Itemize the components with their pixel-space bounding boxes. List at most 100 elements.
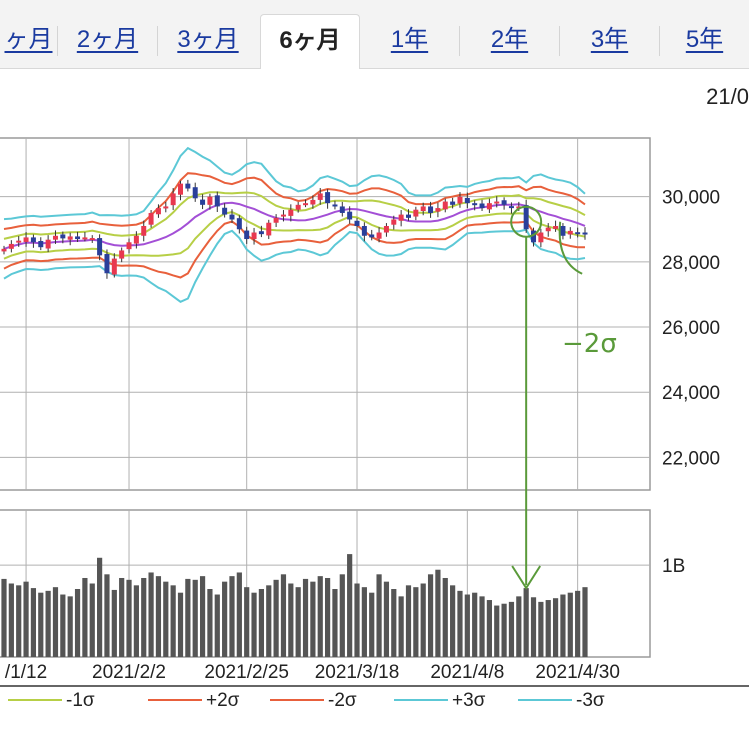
candle-body [104,254,110,274]
candle-body [60,234,66,239]
volume-bar [111,589,117,657]
volume-bar [369,592,375,657]
volume-bar [280,574,287,657]
period-tabbar: ヶ月 2ヶ月 3ヶ月 6ヶ月 1年 2年 3年 5年 [0,0,749,69]
volume-bar [405,585,412,657]
candle-body [163,206,169,209]
candle-body [531,230,537,243]
annotation-label: −2σ [562,329,617,359]
candle-body [501,200,507,205]
plus-1-sigma-line [3,191,586,240]
x-tick-label: 2021/2/25 [204,662,289,683]
legend-label: +2σ [206,690,240,711]
volume-bar [324,577,331,657]
volume-bar [420,583,426,657]
volume-bar [244,587,250,657]
candle-body [442,201,448,210]
candle-body [258,231,264,235]
volume-bar [317,576,323,657]
volume-bar [295,587,301,657]
candle-body [295,204,301,210]
volume-bar [89,583,95,657]
candle-body [391,219,397,225]
volume-bar [199,576,206,657]
tab-3-months[interactable]: 3ヶ月 [177,26,239,53]
candle-body [420,206,426,212]
tab-1-month[interactable]: ヶ月 [0,26,58,56]
volume-bar [354,583,360,657]
volume-bar [479,596,485,657]
legend-label: +3σ [452,690,486,711]
annotation-arrow-head [511,565,542,590]
candle-body [16,240,22,243]
volume-bar [23,581,29,657]
candle-body [575,232,581,235]
candle-body [317,193,323,200]
x-tick-label: 2021/4/30 [535,662,620,683]
candle-body [200,199,206,205]
candle-body [450,201,456,205]
volume-bar [457,590,463,657]
volume-bar [60,594,66,657]
candle-body [111,258,117,275]
x-tick-label: 2021/4/8 [430,662,504,683]
volume-bar [464,594,470,657]
candle-body [523,205,529,230]
candle-body [383,226,389,233]
volume-bar [516,596,522,657]
candle-body [273,217,279,223]
volume-bar [472,592,478,657]
candle-body [89,238,95,241]
candle-body [560,226,566,236]
volume-bar [508,601,515,657]
tab-2-months[interactable]: 2ヶ月 [58,26,158,56]
tab-1-year[interactable]: 1年 [360,26,460,56]
volume-panel-frame [0,509,651,658]
chart-axes: 22,000 24,000 26,000 28,000 30,000 1B/1/12 202… [0,188,749,687]
volume-bar [38,592,44,657]
volume-bar [302,578,309,657]
candle-body [45,239,51,249]
volume-bar [486,600,492,657]
candle-body [97,238,103,256]
candle-body [472,203,478,206]
candle-body [582,232,588,235]
candle-body [67,236,73,240]
candle-body [435,208,441,212]
volume-bar [567,592,573,657]
candle-body [361,226,367,236]
minus-3-sigma-line [3,228,586,303]
price-tick-label: 24,000 [662,383,720,404]
candle-body [567,230,573,235]
volume-bar [97,557,103,657]
volume-bar [30,588,37,657]
candle-body [347,211,353,220]
candle-body [222,207,228,215]
candle-body [148,212,154,225]
volume-bar [310,581,316,657]
volume-bar [148,572,154,657]
volume-bar [383,581,390,657]
volume-bar [258,589,265,657]
candle-body [508,206,514,209]
tab-5-years[interactable]: 5年 [685,26,724,53]
tab-2-years[interactable]: 2年 [460,26,560,56]
candle-body [280,214,286,217]
legend-label: -1σ [66,690,95,711]
candle-body [170,193,176,206]
candle-body [354,220,360,226]
volume-bar [332,589,338,657]
volume-bar [575,590,581,657]
tab-3-years[interactable]: 3年 [560,26,660,56]
volume-bar [442,577,448,657]
candle-body [155,208,161,215]
candle-body [266,222,272,236]
volume-bar [413,587,419,657]
volume-bar [538,601,544,657]
volume-bar [501,603,507,657]
candle-body [192,187,198,199]
volume-bar [251,592,257,657]
tab-6-months[interactable]: 6ヶ月 [260,14,360,69]
candlesticks [1,179,588,279]
